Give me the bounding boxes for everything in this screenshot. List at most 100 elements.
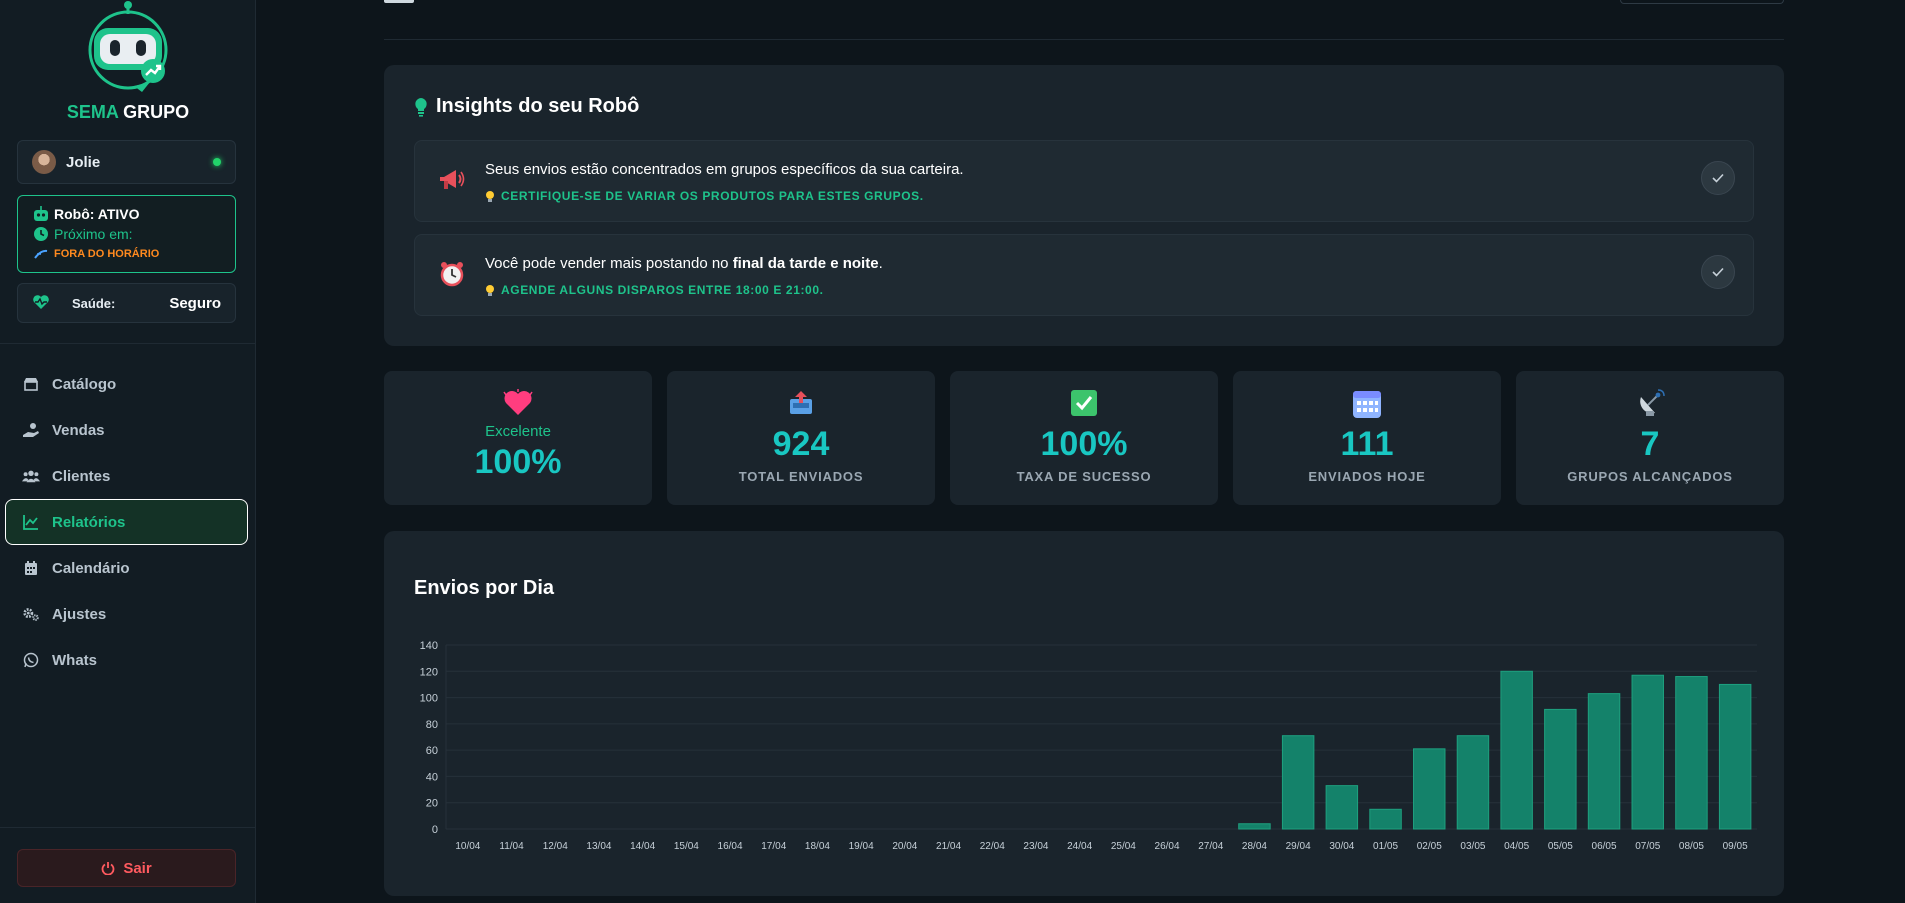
heart-icon bbox=[384, 389, 652, 419]
x-tick-label: 20/04 bbox=[892, 841, 917, 852]
x-tick-label: 18/04 bbox=[805, 841, 830, 852]
insights-title: Insights do seu Robô bbox=[414, 95, 639, 118]
x-tick-label: 22/04 bbox=[980, 841, 1005, 852]
chart-bar bbox=[1675, 676, 1708, 830]
chart-bar bbox=[1718, 683, 1752, 830]
sidebar-item-whats[interactable]: Whats bbox=[5, 637, 248, 683]
sidebar-item-label: Vendas bbox=[52, 421, 105, 439]
health-value: Seguro bbox=[169, 294, 221, 312]
heartbeat-icon bbox=[32, 294, 50, 313]
chart-bar bbox=[1325, 785, 1359, 830]
insight-message: Você pode vender mais postando no final … bbox=[485, 255, 883, 272]
x-tick-label: 10/04 bbox=[455, 841, 480, 852]
stat-value: 7 bbox=[1640, 425, 1660, 463]
stat-card-today: 111 ENVIADOS HOJE bbox=[1233, 371, 1501, 505]
brand-name-green: SEMA bbox=[66, 102, 119, 122]
sidebar-item-vendas[interactable]: Vendas bbox=[5, 407, 248, 453]
insight-tip-text: AGENDE ALGUNS DISPAROS ENTRE 18:00 E 21:… bbox=[501, 283, 824, 297]
x-tick-label: 01/05 bbox=[1373, 841, 1398, 852]
sidebar-item-ajustes[interactable]: Ajustes bbox=[5, 591, 248, 637]
insight-tip: CERTIFIQUE-SE DE VARIAR OS PRODUTOS PARA… bbox=[485, 189, 924, 203]
y-tick-label: 120 bbox=[420, 666, 438, 678]
y-tick-label: 40 bbox=[426, 771, 438, 783]
y-tick-label: 80 bbox=[426, 719, 438, 731]
sidebar-nav: Catálogo Vendas Clientes Relatórios Cale… bbox=[5, 361, 248, 683]
x-tick-label: 13/04 bbox=[586, 841, 611, 852]
online-status-dot bbox=[213, 158, 221, 166]
stat-label: TOTAL ENVIADOS bbox=[738, 469, 864, 484]
stat-card-groups: 7 GRUPOS ALCANÇADOS bbox=[1516, 371, 1784, 505]
sidebar: SEMA GRUPO Jolie Robô: ATIVO Próximo em:… bbox=[0, 0, 256, 903]
x-tick-label: 11/04 bbox=[499, 841, 524, 852]
satellite-dish-icon bbox=[1516, 389, 1784, 419]
power-icon bbox=[101, 861, 115, 875]
sidebar-item-calendario[interactable]: Calendário bbox=[5, 545, 248, 591]
sidebar-item-label: Whats bbox=[52, 651, 97, 669]
stat-value: 111 bbox=[1340, 425, 1394, 463]
health-card: Saúde: Seguro bbox=[17, 283, 236, 323]
x-tick-label: 04/05 bbox=[1504, 841, 1529, 852]
x-tick-label: 17/04 bbox=[761, 841, 786, 852]
sidebar-item-label: Clientes bbox=[52, 467, 111, 485]
sidebar-item-label: Catálogo bbox=[52, 375, 117, 393]
sidebar-item-label: Ajustes bbox=[52, 605, 107, 623]
stats-row: Excelente 100% 924 TOTAL ENVIADOS 100% T… bbox=[384, 371, 1784, 505]
sidebar-item-label: Calendário bbox=[52, 559, 130, 577]
insights-title-text: Insights do seu Robô bbox=[436, 95, 640, 117]
bulb-icon bbox=[485, 190, 495, 203]
insight-card: Você pode vender mais postando no final … bbox=[414, 234, 1754, 316]
lightbulb-icon bbox=[414, 97, 428, 117]
brand-name-white: GRUPO bbox=[123, 102, 190, 122]
stat-sub: Excelente bbox=[485, 423, 551, 440]
alarm-clock-icon bbox=[437, 259, 467, 289]
check-box-icon bbox=[950, 389, 1218, 419]
calendar-grid-icon bbox=[1233, 389, 1501, 419]
x-tick-label: 25/04 bbox=[1111, 841, 1136, 852]
x-tick-label: 26/04 bbox=[1155, 841, 1180, 852]
x-tick-label: 12/04 bbox=[543, 841, 568, 852]
x-tick-label: 21/04 bbox=[936, 841, 961, 852]
dismiss-check-button[interactable] bbox=[1701, 161, 1735, 195]
sidebar-item-relatorios[interactable]: Relatórios bbox=[5, 499, 248, 545]
x-tick-label: 29/04 bbox=[1286, 841, 1311, 852]
bulb-icon bbox=[485, 284, 495, 297]
header-divider bbox=[384, 39, 1784, 40]
stat-label: ENVIADOS HOJE bbox=[1308, 469, 1426, 484]
insight-message-pre: Você pode vender mais postando no bbox=[485, 255, 733, 272]
x-tick-label: 05/05 bbox=[1548, 841, 1573, 852]
stat-label: GRUPOS ALCANÇADOS bbox=[1567, 469, 1733, 484]
chart-card: Envios por Dia 0 20 40 60 80 100 120 140 10/04 11… bbox=[384, 531, 1784, 896]
health-label: Saúde: bbox=[72, 295, 116, 311]
y-tick-label: 20 bbox=[426, 798, 438, 810]
sidebar-item-clientes[interactable]: Clientes bbox=[5, 453, 248, 499]
chart-bar bbox=[1456, 735, 1490, 830]
outbox-icon bbox=[667, 389, 935, 419]
y-tick-label: 0 bbox=[432, 824, 438, 836]
check-icon bbox=[1712, 173, 1724, 183]
daily-sends-chart: 0 20 40 60 80 100 120 140 10/04 11/04 12/04 13/04 14… bbox=[420, 640, 1757, 852]
stat-card-total: 924 TOTAL ENVIADOS bbox=[667, 371, 935, 505]
gears-icon bbox=[22, 605, 40, 623]
insight-message-text: Seus envios estão concentrados em grupos… bbox=[485, 161, 964, 178]
x-tick-label: 27/04 bbox=[1198, 841, 1223, 852]
avatar bbox=[32, 150, 56, 174]
robot-status: Robô: ATIVO bbox=[54, 206, 140, 222]
x-tick-label: 19/04 bbox=[849, 841, 874, 852]
robot-logo-icon bbox=[88, 1, 168, 92]
logout-button[interactable]: Sair bbox=[17, 849, 236, 887]
chart-line-icon bbox=[22, 513, 40, 531]
x-tick-label: 24/04 bbox=[1067, 841, 1092, 852]
next-run-label: Próximo em: bbox=[54, 226, 133, 242]
chart-bar bbox=[1500, 670, 1533, 830]
sidebar-item-catalogo[interactable]: Catálogo bbox=[5, 361, 248, 407]
stat-value: 924 bbox=[772, 425, 830, 463]
dismiss-check-button[interactable] bbox=[1701, 255, 1735, 289]
x-tick-label: 14/04 bbox=[630, 841, 655, 852]
header-control-partial[interactable] bbox=[1620, 0, 1784, 4]
x-tick-label: 02/05 bbox=[1417, 841, 1442, 852]
clock-icon bbox=[32, 225, 50, 243]
check-icon bbox=[1712, 267, 1724, 277]
sidebar-divider bbox=[0, 343, 256, 344]
user-card[interactable]: Jolie bbox=[17, 140, 236, 184]
x-tick-label: 30/04 bbox=[1329, 841, 1354, 852]
